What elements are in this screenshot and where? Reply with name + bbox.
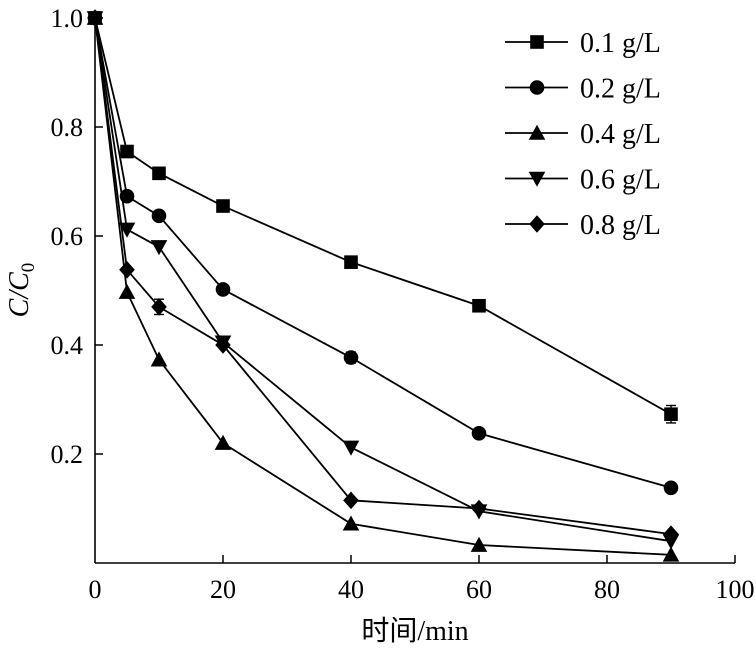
- legend-label: 0.4 g/L: [580, 119, 661, 150]
- x-tick-label: 20: [210, 575, 236, 604]
- data-point: [216, 199, 230, 213]
- data-point: [87, 9, 103, 27]
- data-point: [471, 425, 487, 441]
- data-point: [150, 351, 168, 367]
- legend-marker: [529, 215, 545, 233]
- data-point: [119, 188, 135, 204]
- data-point: [118, 283, 136, 299]
- data-point: [151, 208, 167, 224]
- legend-marker: [529, 80, 545, 95]
- legend-marker: [528, 171, 546, 187]
- series-markers: [86, 9, 680, 562]
- data-point: [343, 350, 359, 365]
- legend-marker: [528, 124, 546, 140]
- data-point: [215, 282, 231, 297]
- x-tick-label: 0: [89, 575, 102, 604]
- data-point: [150, 240, 168, 256]
- legend: 0.1 g/L 0.2 g/L 0.4 g/L 0.6 g/L 0.8 g/L: [505, 28, 661, 241]
- data-point: [119, 260, 135, 279]
- y-axis-title-group: C/C0: [4, 263, 39, 318]
- legend-label: 0.6 g/L: [580, 165, 661, 196]
- data-point: [215, 336, 231, 354]
- data-point: [470, 536, 488, 552]
- x-tick-label: 60: [466, 575, 492, 604]
- y-tick-label: 0.8: [51, 113, 84, 142]
- legend-label: 0.1 g/L: [580, 28, 661, 59]
- data-point: [118, 222, 136, 238]
- x-tick-label: 80: [594, 575, 620, 604]
- y-tick-label: 0.2: [51, 440, 84, 469]
- legend-marker: [530, 35, 544, 49]
- data-point: [152, 166, 166, 181]
- y-tick-label: 1.0: [51, 4, 84, 33]
- x-tick-label: 40: [338, 575, 364, 604]
- data-point: [120, 144, 134, 159]
- data-point: [344, 255, 358, 269]
- data-point: [343, 491, 359, 510]
- svg-text:C/C0: C/C0: [4, 263, 39, 318]
- y-axis-title-subscript: 0: [18, 263, 39, 273]
- data-point: [214, 434, 232, 450]
- x-axis-title: 时间/min: [361, 615, 468, 647]
- y-axis-title: C/C: [4, 272, 35, 317]
- data-point: [663, 525, 679, 543]
- axes: 0 20 40 60 80 100 0.2 0.4 0.6 0.8 1.0: [51, 4, 755, 604]
- data-point: [471, 499, 487, 518]
- data-point: [662, 546, 680, 562]
- legend-label: 0.2 g/L: [580, 74, 661, 105]
- y-tick-label: 0.6: [51, 222, 84, 251]
- data-point: [472, 298, 486, 313]
- data-point: [342, 440, 360, 456]
- legend-label: 0.8 g/L: [580, 210, 661, 241]
- data-point: [664, 407, 678, 422]
- x-tick-label: 100: [716, 575, 755, 604]
- data-point: [342, 515, 360, 531]
- data-point: [663, 480, 679, 496]
- y-tick-label: 0.4: [51, 331, 84, 360]
- data-point: [151, 298, 167, 316]
